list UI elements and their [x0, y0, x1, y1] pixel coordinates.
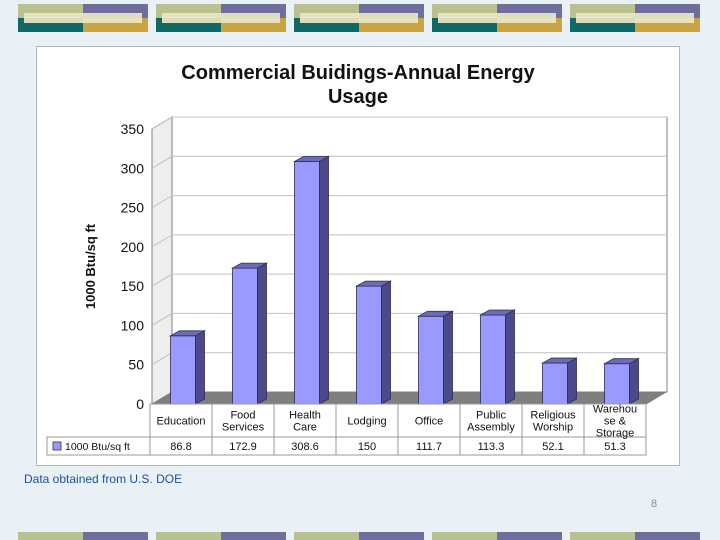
decor-tile	[294, 4, 424, 32]
bar	[418, 315, 444, 405]
data-value-label: 52.1	[542, 441, 563, 453]
bar-top	[292, 156, 331, 162]
category-label: Services	[222, 422, 265, 434]
bar-top	[602, 358, 641, 365]
decor-tile	[18, 4, 148, 32]
y-axis-label: 1000 Btu/sq ft	[83, 223, 98, 309]
category-label: Storage	[596, 428, 635, 440]
category-label: se &	[604, 416, 627, 428]
legend-swatch	[52, 441, 62, 451]
decor-band	[300, 13, 418, 23]
bar	[480, 314, 506, 405]
y-tick-label: 200	[121, 239, 145, 255]
y-tick-label: 0	[136, 396, 144, 412]
category-label: Religious	[530, 410, 576, 422]
decor-tile	[432, 4, 562, 32]
decor-band	[24, 13, 142, 23]
decor-block	[294, 532, 359, 540]
decor-block	[635, 532, 700, 540]
category-label: Health	[289, 410, 321, 422]
bar-side	[505, 309, 515, 405]
data-value-label: 113.3	[478, 441, 505, 453]
bar-side	[629, 358, 639, 405]
bar-side	[567, 357, 577, 405]
bar-side	[443, 310, 453, 405]
bar-side	[257, 262, 267, 405]
chart-frame: Commercial Buidings-Annual Energy Usage 0 5…	[36, 46, 680, 466]
decor-block	[359, 532, 424, 540]
bar-side	[195, 330, 205, 405]
bar-side	[319, 155, 329, 405]
bar-top	[478, 309, 517, 316]
decor-tile	[432, 532, 562, 540]
category-label: Care	[293, 422, 317, 434]
data-value-label: 150	[358, 441, 376, 453]
y-tick-label: 300	[121, 160, 145, 176]
gridline	[151, 116, 667, 130]
bar-top	[354, 280, 393, 287]
bar-top	[230, 262, 269, 269]
decor-band	[576, 13, 694, 23]
data-value-label: 172.9	[229, 441, 257, 453]
bar	[232, 267, 258, 405]
gridline	[151, 155, 667, 169]
data-value-label: 111.7	[416, 441, 442, 453]
bar	[604, 363, 630, 405]
chart-title-line: Usage	[328, 86, 388, 108]
data-value-label: 86.8	[170, 441, 191, 453]
decor-tile	[156, 532, 286, 540]
decor-block	[156, 532, 221, 540]
category-label: Public	[476, 410, 506, 422]
bar-side	[381, 280, 391, 405]
decor-tile	[18, 532, 148, 540]
bar	[542, 362, 568, 405]
bar	[356, 285, 382, 405]
bar-top	[540, 357, 579, 364]
data-value-label: 51.3	[604, 441, 625, 453]
footer-decoration	[0, 532, 720, 540]
plot-side-wall	[151, 116, 173, 405]
gridline	[151, 234, 667, 248]
gridline	[151, 195, 667, 209]
bar	[170, 335, 196, 405]
header-decoration	[0, 4, 720, 34]
chart-title-line: Commercial Buidings-Annual Energy	[181, 62, 535, 84]
y-tick-label: 100	[121, 317, 145, 333]
category-label: Food	[230, 410, 255, 422]
decor-band	[162, 13, 280, 23]
category-label: Worship	[533, 422, 573, 434]
decor-block	[18, 532, 83, 540]
decor-tile	[570, 532, 700, 540]
decor-block	[570, 532, 635, 540]
y-tick-label: 250	[121, 200, 145, 216]
category-label: Warehou	[593, 404, 637, 416]
decor-tile	[294, 532, 424, 540]
category-label: Education	[157, 416, 206, 428]
slide-number: 8	[651, 498, 658, 510]
decor-block	[221, 532, 286, 540]
bar-top	[168, 330, 207, 337]
y-tick-label: 150	[121, 278, 145, 294]
decor-block	[83, 532, 148, 540]
decor-band	[438, 13, 556, 23]
decor-tile	[570, 4, 700, 32]
decor-block	[497, 532, 562, 540]
source-note: Data obtained from U.S. DOE	[24, 472, 183, 486]
y-tick-label: 350	[121, 121, 145, 137]
category-label: Lodging	[347, 416, 386, 428]
category-label: Assembly	[467, 422, 515, 434]
legend-label: 1000 Btu/sq ft	[65, 441, 130, 453]
plot-floor	[152, 392, 667, 404]
data-value-label: 308.6	[291, 441, 319, 453]
bar-top	[416, 310, 455, 317]
gridline	[151, 273, 667, 287]
bar	[294, 161, 320, 405]
y-tick-label: 50	[128, 357, 144, 373]
decor-block	[432, 532, 497, 540]
decor-tile	[156, 4, 286, 32]
category-label: Office	[415, 416, 444, 428]
